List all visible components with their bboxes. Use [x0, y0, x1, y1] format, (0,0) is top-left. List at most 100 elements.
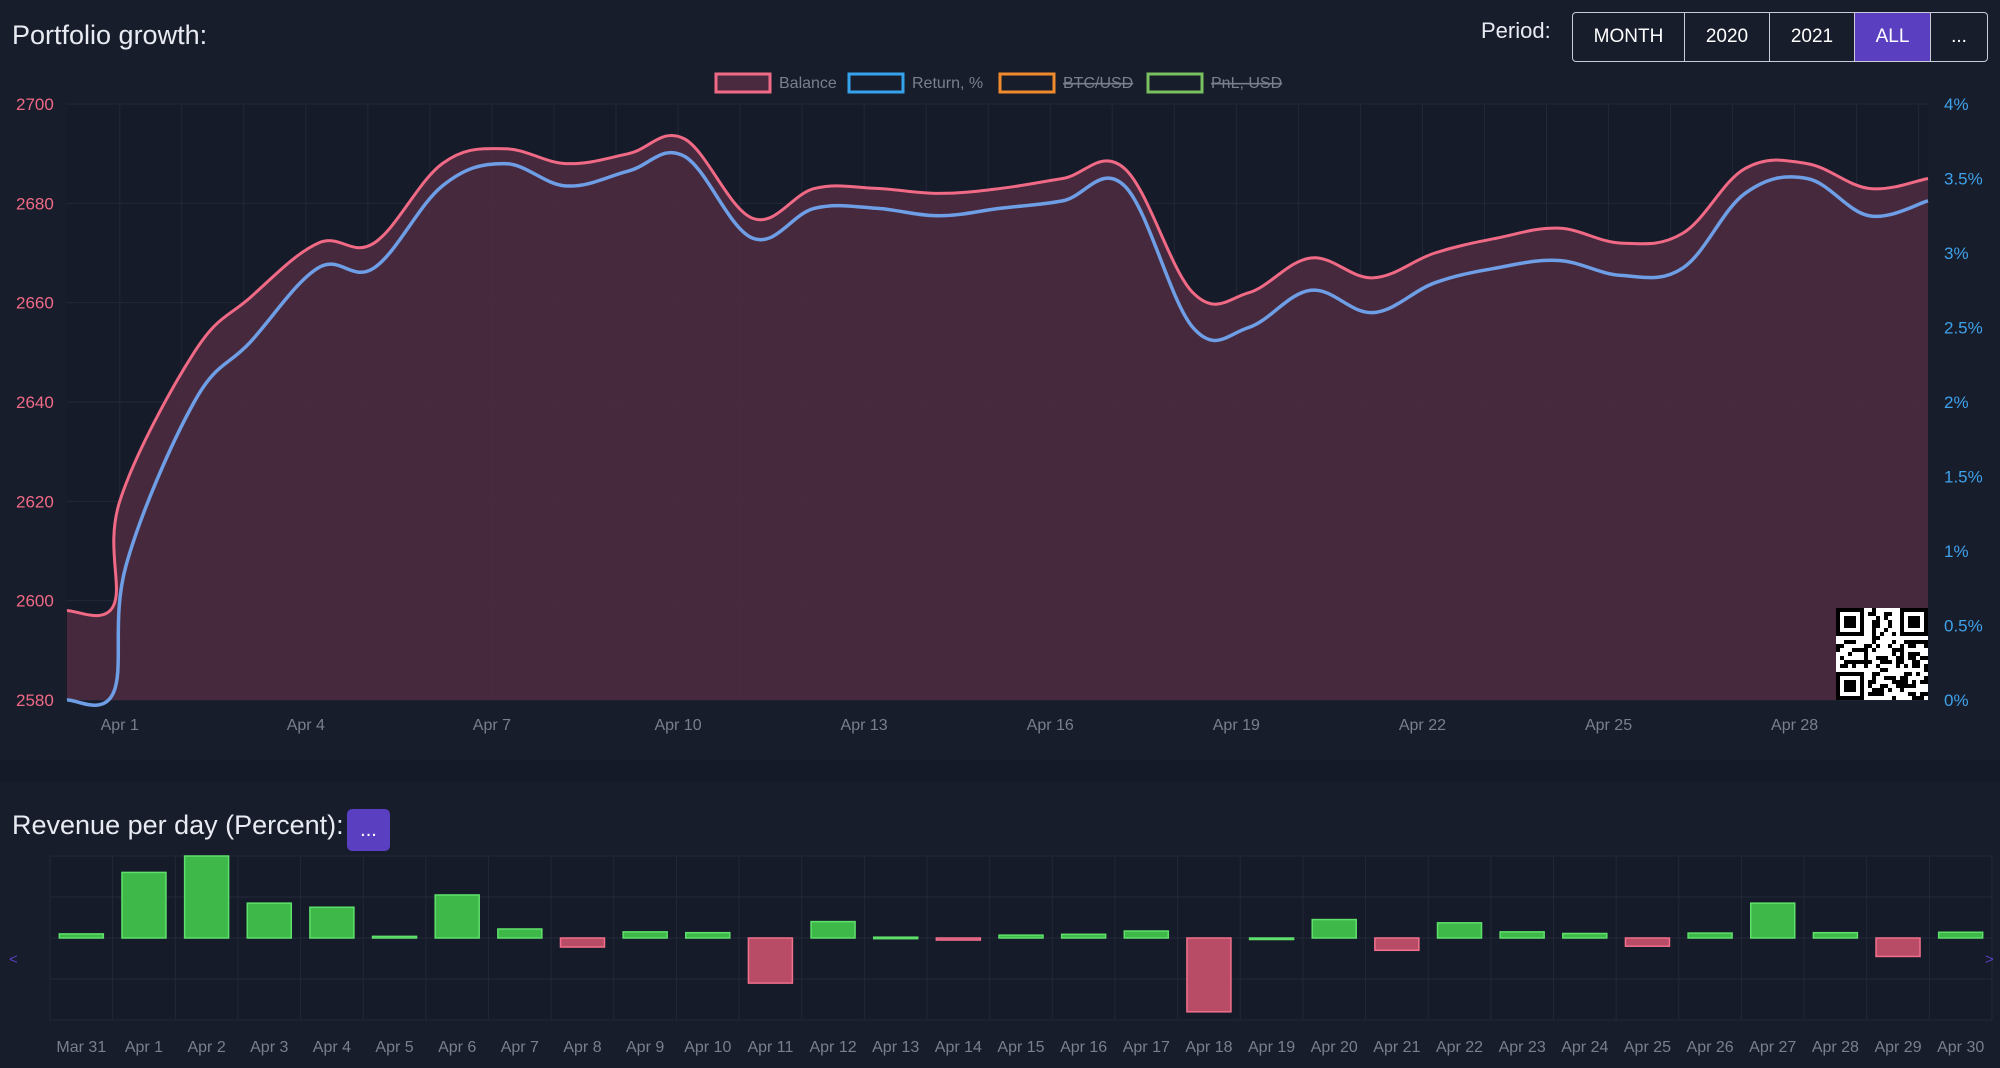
y-right-tick-label: 0.5%	[1944, 617, 1983, 636]
return-series-line	[66, 150, 1929, 707]
bar-x-tick-label: Apr 20	[1311, 1039, 1358, 1056]
legend-label: Return, %	[912, 75, 983, 92]
bar-x-tick-label: Apr 5	[375, 1039, 413, 1056]
revenue-bar	[58, 933, 105, 939]
x-tick-label: Apr 10	[654, 717, 701, 734]
balance-area	[67, 135, 1928, 700]
x-tick-label: Apr 22	[1399, 717, 1446, 734]
revenue-bar	[1436, 922, 1483, 939]
revenue-per-day-chart: Mar 31 Apr 1 Apr 2 Apr 3 Apr 4 Apr 5 Apr 6 Apr …	[9, 855, 1994, 1056]
y-left-tick-label: 2680	[16, 194, 54, 213]
bar-x-tick-label: Apr 1	[125, 1039, 163, 1056]
revenue-bar	[121, 871, 167, 939]
y-left-tick-label: 2700	[16, 95, 54, 114]
bar-x-tick-label: Apr 9	[626, 1039, 664, 1056]
bar-x-tick-label: Mar 31	[56, 1039, 106, 1056]
y-right-tick-label: 1%	[1944, 542, 1969, 561]
revenue-bar	[309, 906, 355, 939]
x-tick-label: Apr 7	[473, 717, 511, 734]
x-tick-label: Apr 1	[101, 717, 139, 734]
y-left-tick-label: 2580	[16, 691, 54, 710]
x-tick-label: Apr 28	[1771, 717, 1818, 734]
bar-x-tick-label: Apr 16	[1060, 1039, 1107, 1056]
balance-series-line	[66, 133, 1929, 618]
portfolio-growth-title: Portfolio growth:	[12, 20, 208, 50]
revenue-bar	[1123, 930, 1170, 939]
bar-x-tick-label: Apr 26	[1687, 1039, 1734, 1056]
revenue-bar	[1749, 902, 1796, 939]
revenue-bar	[559, 937, 606, 948]
qr-code	[1836, 608, 1928, 700]
revenue-bar	[685, 931, 731, 939]
y-right-tick-label: 2.5%	[1944, 319, 1983, 338]
y-left-tick-label: 2600	[16, 592, 54, 611]
period-2021-button[interactable]: 2021	[1770, 13, 1855, 61]
legend-label: BTC/USD	[1063, 75, 1133, 92]
legend-swatch	[998, 72, 1056, 94]
revenue-bar	[1248, 937, 1295, 941]
bar-x-tick-label: Apr 30	[1937, 1039, 1984, 1056]
bar-x-tick-label: Apr 21	[1373, 1039, 1420, 1056]
revenue-bar	[998, 934, 1044, 939]
revenue-bar	[1311, 918, 1357, 939]
revenue-bar	[1562, 932, 1608, 939]
revenue-bar	[810, 920, 856, 939]
legend-swatch	[847, 72, 905, 94]
revenue-bar	[1060, 933, 1107, 939]
legend-swatch	[714, 72, 772, 94]
revenue-bar	[246, 902, 293, 939]
bar-x-tick-label: Apr 7	[501, 1039, 539, 1056]
revenue-bar	[183, 855, 230, 939]
revenue-bar	[1186, 937, 1232, 1013]
bar-x-tick-label: Apr 3	[250, 1039, 288, 1056]
revenue-bar	[1687, 932, 1733, 939]
x-tick-label: Apr 16	[1027, 717, 1074, 734]
bar-x-tick-label: Apr 18	[1185, 1039, 1232, 1056]
revenue-bar	[935, 937, 982, 941]
revenue-bar	[497, 928, 543, 939]
x-tick-label: Apr 25	[1585, 717, 1632, 734]
bar-x-tick-label: Apr 12	[809, 1039, 856, 1056]
bar-x-tick-label: Apr 17	[1123, 1039, 1170, 1056]
period-all-button[interactable]: ALL	[1855, 13, 1931, 61]
bar-x-tick-label: Apr 15	[997, 1039, 1044, 1056]
bar-x-tick-label: Apr 29	[1874, 1039, 1921, 1056]
portfolio-growth-chart: 2700 2680 2660 2640 2620 2600 2580 4% 3.5% 3% 2.5%…	[16, 72, 1983, 734]
bar-x-tick-label: Apr 27	[1749, 1039, 1796, 1056]
revenue-bar	[1624, 937, 1671, 947]
y-right-tick-label: 0%	[1944, 691, 1969, 710]
bar-x-tick-label: Apr 14	[935, 1039, 982, 1056]
revenue-bar	[1374, 937, 1420, 952]
revenue-bar	[622, 931, 668, 939]
legend-label: PnL, USD	[1211, 75, 1282, 92]
y-left-tick-label: 2660	[16, 294, 54, 313]
revenue-bar	[872, 936, 919, 940]
bar-x-tick-label: Apr 19	[1248, 1039, 1295, 1056]
bar-x-tick-label: Apr 22	[1436, 1039, 1483, 1056]
x-tick-label: Apr 13	[841, 717, 888, 734]
period-2020-button[interactable]: 2020	[1685, 13, 1770, 61]
revenue-bar	[1875, 937, 1921, 958]
x-tick-label: Apr 19	[1213, 717, 1260, 734]
revenue-bar	[747, 937, 794, 984]
revenue-bar	[1499, 931, 1545, 939]
bar-x-tick-label: Apr 11	[747, 1039, 793, 1056]
scroll-right-icon: >	[1985, 951, 1994, 968]
revenue-per-day-title: Revenue per day (Percent):	[12, 810, 344, 840]
period-more-button[interactable]: ...	[1951, 26, 1967, 47]
period-month-button[interactable]: MONTH	[1573, 13, 1685, 61]
bar-x-tick-label: Apr 8	[563, 1039, 601, 1056]
scroll-left-icon: <	[9, 951, 18, 968]
bar-x-tick-label: Apr 13	[872, 1039, 919, 1056]
legend-swatch	[1146, 72, 1204, 94]
revenue-bar	[1812, 931, 1859, 939]
bar-x-tick-label: Apr 10	[684, 1039, 731, 1056]
y-right-tick-label: 1.5%	[1944, 468, 1983, 487]
revenue-more-button[interactable]: ...	[347, 809, 390, 851]
legend-label: Balance	[779, 75, 837, 92]
y-right-tick-label: 3.5%	[1944, 170, 1983, 189]
panel-separator	[0, 760, 2000, 782]
y-right-tick-label: 2%	[1944, 393, 1969, 412]
bar-x-tick-label: Apr 24	[1561, 1039, 1608, 1056]
bar-x-tick-label: Apr 2	[187, 1039, 225, 1056]
